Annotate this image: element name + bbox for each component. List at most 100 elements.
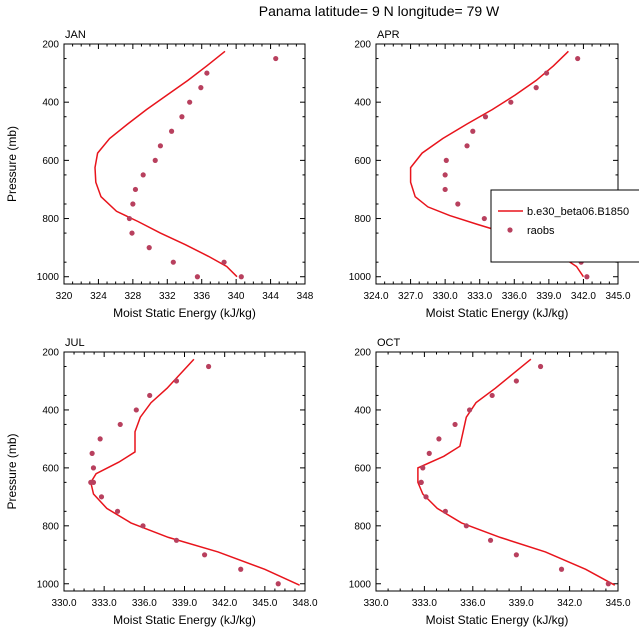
- model-line: [90, 358, 300, 586]
- raobs-point: [489, 392, 495, 399]
- x-axis-label: Moist Static Energy (kJ/kg): [113, 613, 256, 627]
- legend-dot-swatch: [507, 227, 513, 233]
- raobs-point: [170, 259, 176, 265]
- x-tick-label: 330.0: [363, 598, 388, 609]
- raobs-point: [508, 99, 514, 105]
- raobs-point: [221, 259, 227, 265]
- x-tick-label: 327.0: [398, 291, 423, 302]
- y-tick-label: 200: [354, 40, 371, 51]
- raobs-point: [204, 70, 210, 76]
- x-tick-label: 345.0: [605, 598, 630, 609]
- y-axis-label: Pressure (mb): [5, 433, 19, 509]
- raobs-point: [443, 157, 449, 163]
- y-tick-label: 1000: [37, 272, 60, 283]
- raobs-point: [423, 494, 429, 500]
- x-tick-label: 340: [228, 291, 245, 302]
- panel-title: OCT: [377, 337, 401, 349]
- raobs-point: [114, 508, 121, 514]
- x-tick-label: 324: [90, 291, 107, 302]
- raobs-point: [132, 186, 139, 193]
- y-tick-label: 600: [354, 156, 371, 167]
- raobs-point: [146, 245, 152, 251]
- raobs-point: [140, 523, 146, 529]
- x-tick-label: 342.0: [557, 598, 582, 609]
- y-tick-label: 600: [42, 156, 59, 167]
- x-tick-label: 339.0: [509, 598, 534, 609]
- x-tick-label: 333.0: [92, 598, 117, 609]
- raobs-point: [481, 215, 487, 222]
- raobs-point: [90, 479, 97, 485]
- x-tick-label: 336.0: [132, 598, 157, 609]
- y-tick-label: 1000: [349, 579, 372, 590]
- panel-oct: 330.0 333.0 336.0 339.0 342.0 345.0 200 400 600 8…: [349, 337, 631, 627]
- raobs-point: [487, 537, 494, 543]
- legend-label-raobs: raobs: [527, 225, 555, 237]
- x-tick-label: 332: [159, 291, 176, 302]
- panel-apr: 324.0 327.0 330.0 333.0 336.0 339.0 342.0 345.0…: [349, 29, 631, 320]
- raobs-point: [173, 378, 180, 384]
- y-axis-label: Pressure (mb): [5, 126, 19, 202]
- raobs-point: [466, 407, 473, 413]
- raobs-point: [513, 552, 519, 558]
- raobs-point: [238, 566, 244, 572]
- panel-title: JUL: [65, 337, 85, 349]
- legend-box: [490, 189, 639, 263]
- raobs-point: [206, 363, 212, 370]
- y-tick-label: 1000: [349, 272, 372, 283]
- raobs-point: [89, 450, 95, 456]
- raobs-point: [436, 436, 442, 442]
- x-tick-label: 342.0: [571, 291, 596, 302]
- raobs-point: [238, 274, 244, 280]
- figure-title: Panama latitude= 9 N longitude= 79 W: [259, 3, 500, 19]
- y-tick-label: 600: [42, 463, 59, 474]
- raobs-point: [470, 128, 476, 134]
- y-tick-label: 400: [42, 405, 59, 416]
- raobs-point: [420, 465, 426, 471]
- raobs-point: [147, 392, 153, 399]
- x-tick-label: 336: [193, 291, 210, 302]
- x-tick-label: 336.0: [460, 598, 485, 609]
- x-tick-label: 345.0: [605, 291, 630, 302]
- x-tick-label: 330.0: [51, 598, 76, 609]
- x-tick-label: 320: [56, 291, 73, 302]
- raobs-point: [98, 494, 105, 500]
- raobs-point: [537, 363, 544, 370]
- raobs-point: [558, 566, 565, 572]
- raobs-point: [275, 581, 281, 587]
- panel-title: APR: [377, 29, 400, 41]
- raobs-point: [442, 172, 448, 178]
- raobs-point: [463, 523, 469, 529]
- raobs-point: [97, 436, 103, 442]
- raobs-point: [455, 201, 461, 207]
- raobs-point: [157, 143, 163, 149]
- y-tick-label: 600: [354, 463, 371, 474]
- y-tick-label: 200: [354, 348, 371, 359]
- raobs-point: [130, 201, 136, 207]
- raobs-point: [168, 128, 175, 134]
- x-axis-label: Moist Static Energy (kJ/kg): [426, 306, 569, 320]
- raobs-point: [152, 157, 158, 163]
- y-tick-label: 1000: [37, 579, 60, 590]
- x-tick-label: 339.0: [172, 598, 197, 609]
- y-tick-label: 400: [42, 98, 59, 109]
- raobs-point: [418, 479, 424, 485]
- raobs-point: [575, 55, 581, 62]
- legend-label-model: b.e30_beta06.B1850: [527, 206, 629, 218]
- y-tick-label: 800: [354, 214, 371, 225]
- x-tick-label: 348: [297, 291, 314, 302]
- x-tick-label: 333.0: [467, 291, 492, 302]
- y-tick-label: 800: [42, 214, 59, 225]
- raobs-point: [140, 172, 146, 178]
- x-tick-label: 348.0: [292, 598, 317, 609]
- x-tick-label: 328: [125, 291, 142, 302]
- x-tick-label: 342.0: [212, 598, 237, 609]
- raobs-point: [543, 70, 550, 76]
- y-tick-label: 400: [354, 405, 371, 416]
- x-tick-label: 324.0: [363, 291, 388, 302]
- raobs-point: [273, 55, 279, 62]
- model-line: [94, 50, 238, 278]
- x-tick-label: 339.0: [536, 291, 561, 302]
- raobs-point: [179, 114, 185, 120]
- x-tick-label: 345.0: [252, 598, 277, 609]
